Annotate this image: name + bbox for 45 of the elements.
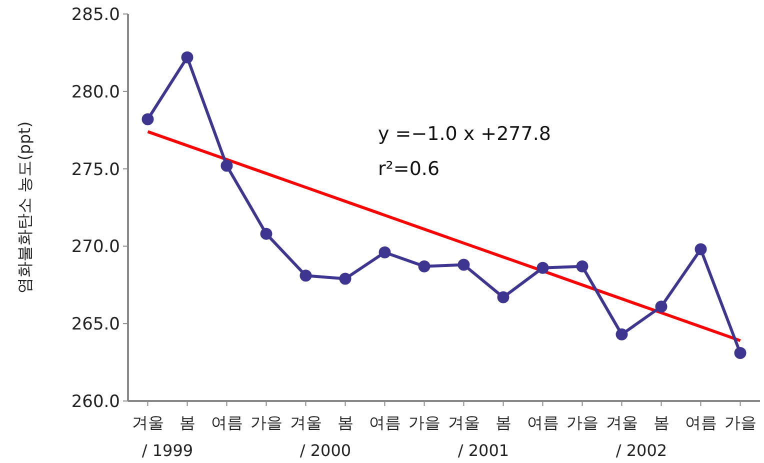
text: / 2001 [458, 441, 510, 460]
point [260, 228, 272, 240]
point [378, 246, 391, 258]
x-tick-label: 봄 [179, 413, 196, 432]
point [300, 270, 312, 282]
text: / 2000 [300, 441, 352, 460]
point [181, 51, 194, 64]
x-tick-label: 여름 [368, 413, 401, 432]
x-tick-label: 겨울 [448, 413, 480, 432]
x-tick-label: 겨울 [606, 413, 638, 432]
x-tick-label: 여름 [684, 413, 717, 432]
y-tick-label: 270.0 [71, 237, 120, 258]
text: / 2002 [616, 441, 668, 460]
x-tick-label: 봄 [495, 413, 512, 432]
point [616, 328, 628, 340]
y-tick-label: 285.0 [71, 5, 120, 25]
x-tick-label: 여름 [210, 413, 243, 432]
y-axis-title: 염화불화탄소 농도(ppt) [15, 121, 34, 294]
point [734, 347, 746, 360]
point [655, 300, 668, 313]
y-tick-label: 280.0 [71, 82, 120, 102]
point [458, 258, 470, 271]
x-tick-label: 가을 [566, 413, 598, 432]
y-tick-label: 260.0 [71, 392, 120, 412]
x-tick-label: 겨울 [290, 413, 322, 432]
point [576, 260, 588, 272]
point [220, 160, 233, 172]
x-tick-label: 가을 [724, 413, 756, 432]
point [497, 291, 510, 304]
x-tick-label: 여름 [526, 413, 559, 432]
y-tick-label: 275.0 [71, 160, 120, 180]
x-tick-label: 가을 [250, 413, 282, 432]
annotation: y =−1.0 x +277.8 [378, 123, 551, 145]
x-tick-label: 가을 [408, 413, 440, 432]
point [142, 113, 154, 126]
point [694, 243, 707, 256]
point [339, 272, 352, 285]
point [536, 262, 549, 274]
annotation: r²=0.6 [378, 158, 440, 180]
text: / 1999 [142, 441, 194, 460]
x-tick-label: 겨울 [132, 413, 164, 432]
y-tick-label: 265.0 [71, 314, 120, 335]
x-tick-label: 봄 [653, 413, 670, 432]
x-tick-label: 봄 [337, 413, 354, 432]
point [418, 260, 430, 272]
